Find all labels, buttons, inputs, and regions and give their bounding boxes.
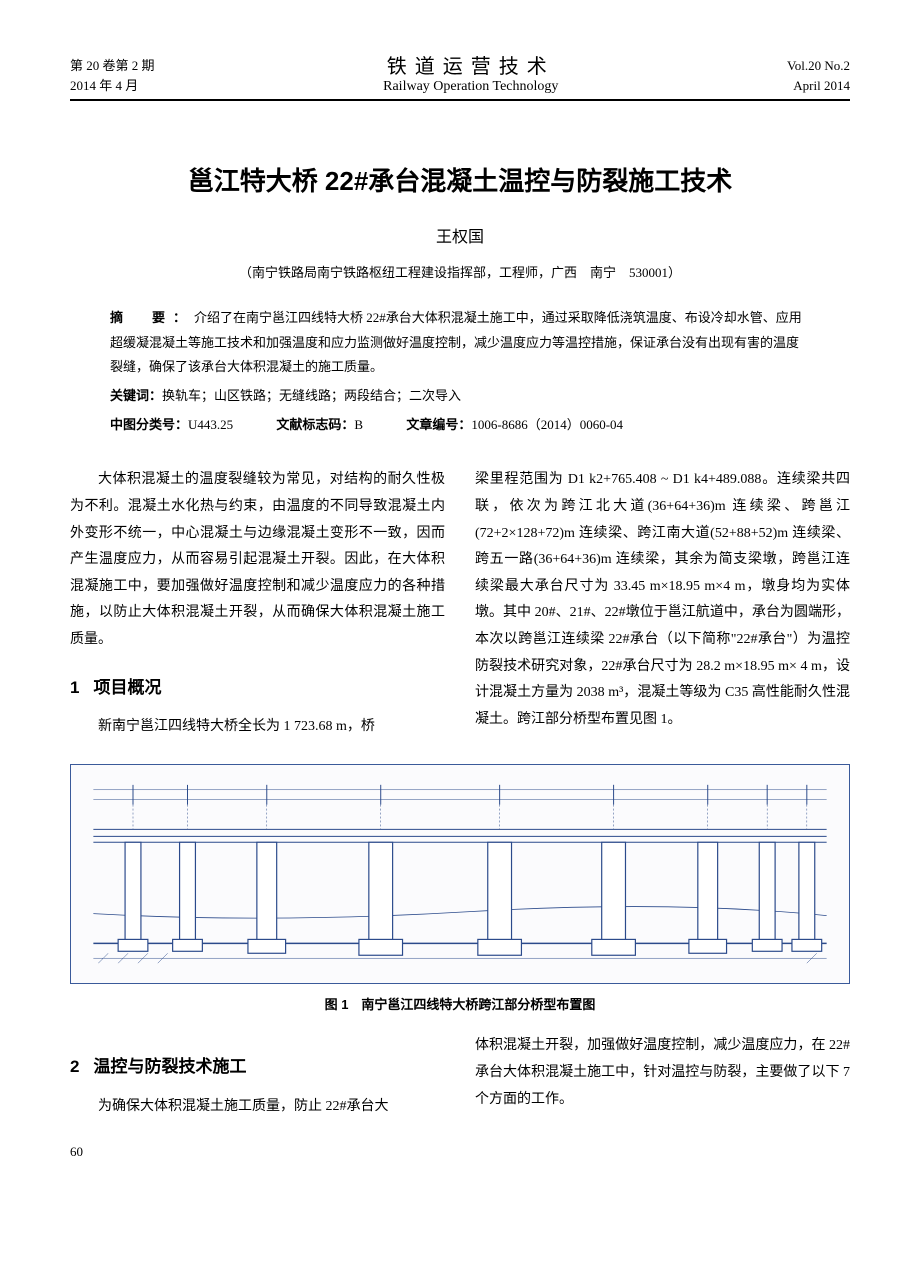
page-header: 第 20 卷第 2 期 2014 年 4 月 铁道运营技术 Railway Op…: [70, 50, 850, 101]
keywords-text: 换轨车；山区铁路；无缝线路；两段结合；二次导入: [162, 388, 461, 403]
section-2-p2: 体积混凝土开裂，加强做好温度控制，减少温度应力，在 22#承台大体积混凝土施工中…: [475, 1033, 850, 1113]
header-right: Vol.20 No.2 April 2014: [787, 56, 850, 95]
right-column-2: 体积混凝土开裂，加强做好温度控制，减少温度应力，在 22#承台大体积混凝土施工中…: [475, 1033, 850, 1124]
intro-paragraph: 大体积混凝土的温度裂缝较为常见，对结构的耐久性极为不利。混凝土水化热与约束，由温…: [70, 467, 445, 653]
section-1-number: 1: [70, 678, 79, 697]
section-2-heading: 2 温控与防裂技术施工: [70, 1051, 445, 1083]
keywords-line: 关键词：换轨车；山区铁路；无缝线路；两段结合；二次导入: [110, 384, 810, 409]
clc-value: U443.25: [188, 417, 233, 432]
figure-1: 图 1 南宁邕江四线特大桥跨江部分桥型布置图: [70, 764, 850, 1013]
classification-line: 中图分类号：U443.25 文献标志码：B 文章编号：1006-8686（201…: [110, 413, 810, 438]
figure-1-caption: 图 1 南宁邕江四线特大桥跨江部分桥型布置图: [70, 994, 850, 1013]
left-column: 大体积混凝土的温度裂缝较为常见，对结构的耐久性极为不利。混凝土水化热与约束，由温…: [70, 467, 445, 744]
article-id-label: 文章编号：: [406, 417, 471, 432]
section-1-heading: 1 项目概况: [70, 672, 445, 704]
body-columns-2: 2 温控与防裂技术施工 为确保大体积混凝土施工质量，防止 22#承台大 体积混凝土…: [70, 1033, 850, 1124]
article-id-value: 1006-8686（2014）0060-04: [471, 417, 623, 432]
left-column-2: 2 温控与防裂技术施工 为确保大体积混凝土施工质量，防止 22#承台大: [70, 1033, 445, 1124]
header-center: 铁道运营技术 Railway Operation Technology: [155, 50, 788, 95]
right-column: 梁里程范围为 D1 k2+765.408 ~ D1 k4+489.088。连续梁…: [475, 467, 850, 744]
section-2-number: 2: [70, 1057, 79, 1076]
abstract-text: 介绍了在南宁邕江四线特大桥 22#承台大体积混凝土施工中，通过采取降低浇筑温度、…: [110, 310, 802, 374]
date-cn: 2014 年 4 月: [70, 76, 155, 96]
clc-label: 中图分类号：: [110, 417, 188, 432]
body-columns-1: 大体积混凝土的温度裂缝较为常见，对结构的耐久性极为不利。混凝土水化热与约束，由温…: [70, 467, 850, 744]
section-2-p1: 为确保大体积混凝土施工质量，防止 22#承台大: [70, 1094, 445, 1121]
journal-name-en: Railway Operation Technology: [155, 79, 788, 95]
section-2-title: 温控与防裂技术施工: [93, 1057, 246, 1076]
section-1-p2: 梁里程范围为 D1 k2+765.408 ~ D1 k4+489.088。连续梁…: [475, 467, 850, 733]
volume-en: Vol.20 No.2: [787, 56, 850, 76]
page-number: 60: [70, 1144, 850, 1160]
article-title: 邕江特大桥 22#承台混凝土温控与防裂施工技术: [70, 161, 850, 198]
bridge-diagram: [71, 765, 849, 983]
doc-code-label: 文献标志码：: [276, 417, 354, 432]
abstract-block: 摘 要：介绍了在南宁邕江四线特大桥 22#承台大体积混凝土施工中，通过采取降低浇…: [110, 306, 810, 437]
volume-cn: 第 20 卷第 2 期: [70, 56, 155, 76]
date-en: April 2014: [787, 76, 850, 96]
abstract-label: 摘 要：: [110, 310, 194, 325]
abstract-line: 摘 要：介绍了在南宁邕江四线特大桥 22#承台大体积混凝土施工中，通过采取降低浇…: [110, 306, 810, 380]
header-left: 第 20 卷第 2 期 2014 年 4 月: [70, 56, 155, 95]
author-name: 王权国: [70, 223, 850, 247]
journal-name-cn: 铁道运营技术: [155, 50, 788, 79]
section-1-p1: 新南宁邕江四线特大桥全长为 1 723.68 m，桥: [70, 714, 445, 741]
section-1-title: 项目概况: [93, 678, 161, 697]
author-affiliation: （南宁铁路局南宁铁路枢纽工程建设指挥部，工程师，广西 南宁 530001）: [70, 262, 850, 281]
figure-1-image: [70, 764, 850, 984]
keywords-label: 关键词：: [110, 388, 162, 403]
doc-code-value: B: [354, 417, 363, 432]
